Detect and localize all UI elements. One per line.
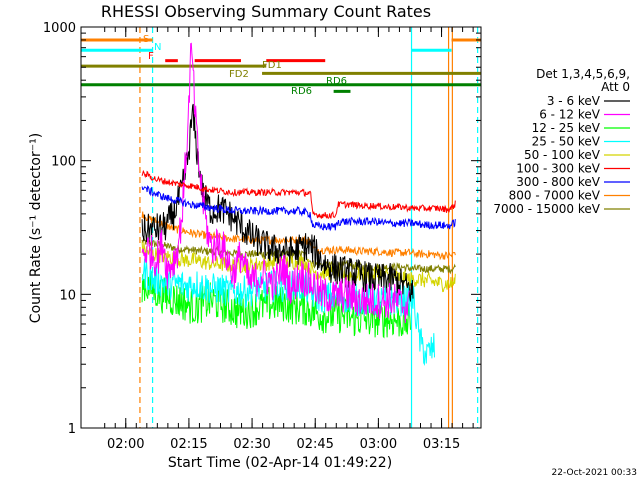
- x-tick-label: 02:00: [107, 437, 144, 452]
- plot-frame: [80, 26, 482, 429]
- legend-entry-label: 25 - 50 keV: [532, 135, 601, 149]
- y-tick-label: 1000: [43, 21, 76, 36]
- flag-label-fd1: FD1: [262, 60, 282, 71]
- chart-title: RHESSI Observing Summary Count Rates: [101, 2, 431, 21]
- legend-header-line-2: Att 0: [601, 80, 630, 94]
- legend-entry-label: 3 - 6 keV: [547, 94, 601, 108]
- flag-label-s: S: [143, 34, 149, 45]
- legend-entry-label: 100 - 300 keV: [516, 162, 600, 176]
- series-line-s1: [141, 103, 414, 302]
- timestamp: 22-Oct-2021 00:33: [552, 468, 637, 478]
- x-tick-label: 02:15: [170, 437, 207, 452]
- x-tick-label: 02:30: [233, 437, 270, 452]
- series-line-s5: [141, 241, 456, 293]
- legend-entry-label: 12 - 25 keV: [532, 121, 601, 135]
- legend-header-line-1: Det 1,3,4,5,6,9,: [536, 67, 630, 81]
- legend-entry-label: 50 - 100 keV: [524, 148, 601, 162]
- flag-label-rd6: RD6: [326, 76, 347, 87]
- y-tick-label: 100: [51, 155, 76, 170]
- series-line-s3: [141, 270, 411, 339]
- legend-entry-label: 6 - 12 keV: [539, 108, 601, 122]
- legend-entry-label: 300 - 800 keV: [516, 175, 600, 189]
- series-line-s7: [141, 185, 456, 232]
- x-tick-label: 02:45: [296, 437, 333, 452]
- flag-label-n: N: [154, 42, 161, 53]
- series-line-s2: [141, 42, 410, 324]
- flag-label-rd6: RD6: [291, 86, 312, 97]
- x-axis-title: Start Time (02-Apr-14 01:49:22): [168, 455, 392, 471]
- flag-label-fd2: FD2: [229, 69, 249, 80]
- x-tick-label: 03:15: [423, 437, 460, 452]
- legend-entry-label: 800 - 7000 keV: [509, 189, 601, 203]
- series-line-s6: [141, 169, 456, 219]
- x-tick-label: 03:00: [360, 437, 397, 452]
- y-tick-label: 1: [68, 422, 76, 437]
- y-axis-title: Count Rate (s⁻¹ detector⁻¹): [28, 133, 44, 323]
- legend-entry-label: 7000 - 15000 keV: [493, 202, 600, 216]
- flag-label-f: F: [148, 51, 154, 62]
- y-tick-label: 10: [59, 288, 76, 303]
